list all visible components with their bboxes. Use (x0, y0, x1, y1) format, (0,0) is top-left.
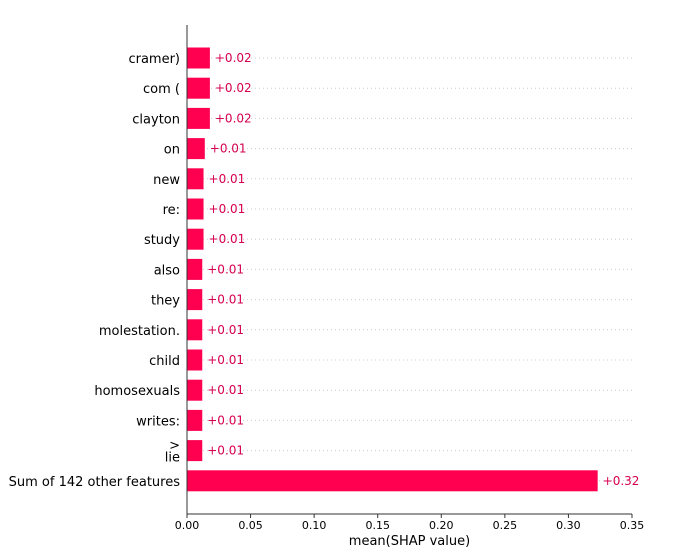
category-label: lie (165, 451, 180, 466)
value-label: +0.01 (209, 172, 246, 186)
bar (187, 77, 210, 99)
category-label: child (149, 354, 180, 369)
bar (187, 168, 204, 190)
value-label: +0.02 (215, 111, 252, 125)
x-tick-label: 0.30 (556, 519, 581, 532)
category-label: study (144, 233, 180, 248)
value-labels: +0.02 +0.02 +0.02 +0.01 +0.01 +0.01 +0.01 +0.01… (207, 51, 639, 488)
bar (187, 258, 203, 280)
x-tick-label: 0.00 (175, 519, 200, 532)
category-label: molestation. (99, 324, 180, 339)
bar (187, 138, 205, 160)
bar (187, 349, 203, 371)
value-label: +0.01 (207, 383, 244, 397)
value-label: +0.01 (207, 353, 244, 367)
category-label: homosexuals (94, 384, 180, 399)
value-label: +0.32 (603, 474, 640, 488)
category-label: they (151, 294, 180, 309)
bar (187, 440, 203, 462)
x-tick-label: 0.10 (302, 519, 327, 532)
bar (187, 379, 203, 401)
category-label: also (154, 263, 180, 278)
bar (187, 289, 203, 311)
value-label: +0.01 (207, 444, 244, 458)
value-label: +0.02 (215, 51, 252, 65)
category-label: writes: (136, 414, 180, 429)
category-label: com ( (143, 82, 180, 97)
category-label: > (169, 439, 180, 454)
category-label: cramer) (128, 52, 180, 67)
value-label: +0.01 (209, 202, 246, 216)
category-label: re: (163, 203, 180, 218)
x-tick-label: 0.15 (365, 519, 390, 532)
bar (187, 107, 210, 129)
bar (187, 47, 210, 69)
x-axis-title: mean(SHAP value) (349, 534, 470, 549)
category-label: new (153, 173, 180, 188)
value-label: +0.01 (209, 232, 246, 246)
x-tick-label: 0.35 (620, 519, 645, 532)
value-label: +0.01 (207, 323, 244, 337)
bar (187, 228, 204, 250)
x-tick-label: 0.05 (238, 519, 263, 532)
value-label: +0.02 (215, 81, 252, 95)
value-label: +0.01 (210, 142, 247, 156)
grid-lines (187, 57, 632, 482)
category-labels: cramer) com ( clayton on new re: study also they… (9, 52, 181, 490)
bar (187, 470, 598, 492)
value-label: +0.01 (207, 413, 244, 427)
category-label: on (164, 143, 180, 158)
x-ticks: 0.00 0.05 0.10 0.15 0.20 0.25 0.30 0.35 (175, 514, 645, 532)
bars (187, 47, 598, 492)
bar (187, 198, 204, 220)
value-label: +0.01 (207, 262, 244, 276)
category-label: Sum of 142 other features (9, 475, 181, 490)
x-tick-label: 0.25 (493, 519, 518, 532)
value-label: +0.01 (207, 293, 244, 307)
category-label: clayton (132, 112, 180, 127)
x-tick-label: 0.20 (429, 519, 454, 532)
bar (187, 409, 203, 431)
bar (187, 319, 203, 341)
